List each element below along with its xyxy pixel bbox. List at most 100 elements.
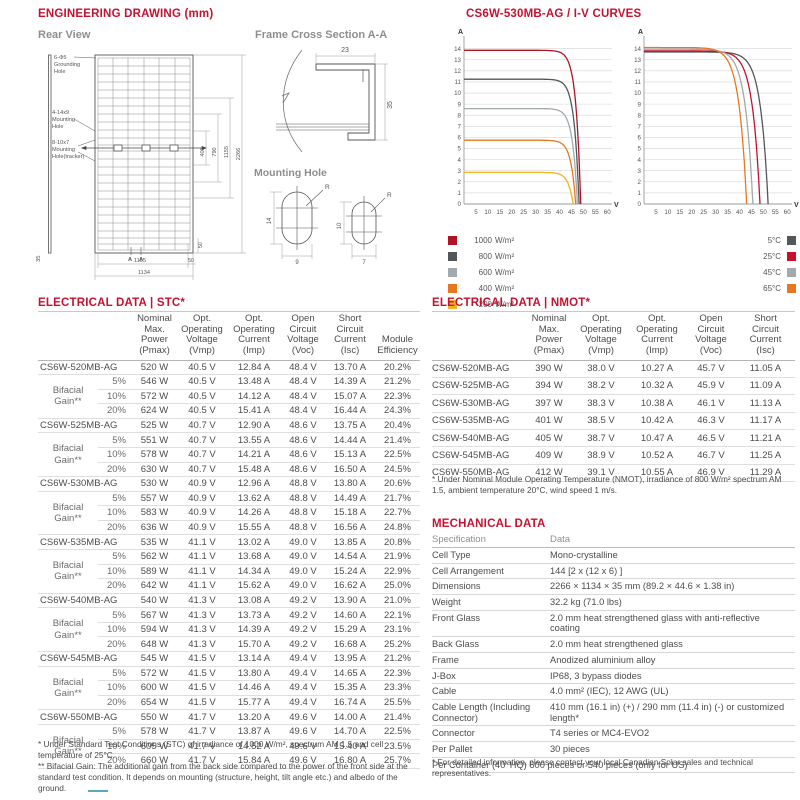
table-cell: 15.35 A: [325, 680, 375, 696]
table-cell: 49.4 V: [281, 680, 325, 696]
stc-footnote-2: ** Bifacial Gain: The additional gain fr…: [38, 760, 408, 793]
nmot-column-header: Nominal Max. Power (Pmax): [524, 311, 574, 361]
table-cell: 46.1 V: [686, 394, 736, 413]
legend-label: 25°C: [763, 252, 781, 262]
svg-text:25: 25: [520, 209, 527, 216]
spec-name: Cell Arrangement: [432, 563, 550, 580]
spec-name: Frame: [432, 652, 550, 669]
table-row: CS6W-535MB-AG 535 W 41.1 V 13.02 A 49.0 V 13.…: [38, 534, 420, 551]
table-cell: 401 W: [524, 412, 574, 431]
table-cell: 48.6 V: [281, 447, 325, 463]
table-cell: 48.8 V: [281, 520, 325, 536]
bifacial-gain-percent: 10%: [98, 564, 132, 580]
spec-value: 410 mm (16.1 in) (+) / 290 mm (11.4 in) …: [550, 699, 795, 727]
table-cell: 48.6 V: [281, 432, 325, 448]
table-cell: 12.84 A: [227, 359, 281, 376]
table-cell: 21.0%: [375, 592, 420, 609]
spec-value: IP68, 3 bypass diodes: [550, 668, 795, 685]
table-row: Bifacial Gain** 5% 551 W 40.7 V 13.55 A 48.6 …: [38, 432, 420, 478]
table-cell: 11.25 A: [736, 446, 795, 465]
bifacial-gain-percent: 5%: [98, 724, 132, 740]
table-row: 20% 630 W 40.7 V 15.48 A 48.6 V 16.50 A 24.5%: [38, 462, 420, 478]
mechanical-table-header: Specification Data: [432, 533, 795, 548]
spec-name: Dimensions: [432, 578, 550, 596]
table-cell: 572 W: [132, 666, 177, 682]
table-cell: 48.8 V: [281, 491, 325, 507]
spec-name: Connector: [432, 725, 550, 742]
svg-text:6-Φ5: 6-Φ5: [54, 55, 67, 61]
model-name: CS6W-550MB-AG: [432, 464, 524, 483]
model-name: CS6W-525MB-AG: [432, 377, 524, 396]
table-cell: 15.41 A: [227, 403, 281, 419]
nmot-footnote: * Under Nominal Module Operating Tempera…: [432, 474, 782, 495]
table-cell: 550 W: [132, 709, 177, 725]
svg-text:11: 11: [455, 79, 462, 86]
table-cell: 41.5 V: [177, 680, 227, 696]
svg-text:4: 4: [638, 157, 642, 164]
table-cell: 49.0 V: [281, 534, 325, 551]
svg-text:30: 30: [532, 209, 539, 216]
table-cell: 540 W: [132, 592, 177, 609]
table-row: Per Container (40' HQ) 600 pieces or 540…: [432, 757, 795, 774]
table-cell: 397 W: [524, 394, 574, 413]
table-cell: 48.8 V: [281, 505, 325, 521]
table-row: Per Pallet 30 pieces: [432, 741, 795, 758]
table-cell: 412 W: [524, 464, 574, 483]
table-cell: 45.9 V: [686, 377, 736, 396]
spec-value: 4.0 mm² (IEC), 12 AWG (UL): [550, 683, 795, 700]
table-cell: 41.7 V: [177, 753, 227, 769]
svg-text:8: 8: [638, 112, 642, 119]
stc-column-header: Short Circuit Current (Isc): [325, 311, 375, 361]
bifacial-gain-percent: 10%: [98, 447, 132, 463]
dim-hole1-radius: R: [325, 184, 330, 191]
table-cell: 40.5 V: [177, 359, 227, 376]
iv-curve-25-c: [644, 50, 761, 205]
spec-value: 144 [2 x (12 x 6) ]: [550, 563, 795, 580]
svg-text:5: 5: [654, 209, 658, 216]
table-cell: 23.3%: [375, 680, 420, 696]
table-cell: 545 W: [132, 651, 177, 667]
table-cell: 15.70 A: [227, 636, 281, 653]
table-cell: 41.7 V: [177, 709, 227, 725]
svg-text:13: 13: [454, 57, 461, 64]
rear-view-label: Rear View: [38, 29, 91, 41]
table-cell: 40.7 V: [177, 432, 227, 448]
spec-name: Cable: [432, 683, 550, 700]
spec-value: 32.2 kg (71.0 lbs): [550, 594, 795, 611]
table-cell: 49.0 V: [281, 549, 325, 565]
table-cell: 13.75 A: [325, 417, 375, 434]
table-cell: 10.52 A: [628, 446, 686, 465]
iv-curve-800-w-m-: [464, 78, 580, 205]
bifacial-gain-percent: 5%: [98, 549, 132, 565]
table-cell: 12.90 A: [227, 417, 281, 434]
table-cell: 41.7 V: [177, 724, 227, 740]
bifacial-gain-percent: 5%: [98, 666, 132, 682]
legend-swatch: [448, 252, 457, 262]
legend-label: 200 W/m²: [478, 299, 515, 309]
table-cell: 38.7 V: [574, 429, 628, 448]
nmot-table: Nominal Max. Power (Pmax) Opt. Operating …: [432, 311, 795, 483]
table-cell: 14.46 A: [227, 680, 281, 696]
svg-text:Hole: Hole: [52, 124, 64, 130]
table-row: Weight 32.2 kg (71.0 lbs): [432, 594, 795, 611]
legend-swatch: [787, 252, 796, 262]
bifacial-gain-percent: 20%: [98, 636, 132, 653]
legend-label: 45°C: [763, 267, 781, 277]
table-cell: 14.39 A: [325, 374, 375, 390]
table-cell: 20.4%: [375, 417, 420, 434]
center-mounting-line: [81, 144, 207, 152]
table-cell: 38.2 V: [574, 377, 628, 396]
table-cell: 21.4%: [375, 709, 420, 725]
table-cell: 14.12 A: [227, 389, 281, 405]
mechanical-title: MECHANICAL DATA: [432, 518, 546, 530]
table-row: 10% 605 W 41.7 V 14.52 A 49.6 V 15.40 A 23.5%: [38, 739, 420, 755]
stc-table-body: CS6W-520MB-AG 520 W 40.5 V 12.84 A 48.4 V 13.…: [38, 359, 420, 769]
stc-column-header: Opt. Operating Current (Imp): [227, 311, 281, 361]
model-name: CS6W-535MB-AG: [38, 534, 132, 551]
spec-value: Anodized aluminium alloy: [550, 652, 795, 669]
table-row: 10% 600 W 41.5 V 14.46 A 49.4 V 15.35 A 23.3%: [38, 680, 420, 696]
table-cell: 16.56 A: [325, 520, 375, 536]
table-row: CS6W-545MB-AG 409 W 38.9 V 10.52 A 46.7 V 11.…: [432, 446, 795, 465]
table-cell: 21.2%: [375, 651, 420, 667]
table-cell: 40.5 V: [177, 389, 227, 405]
